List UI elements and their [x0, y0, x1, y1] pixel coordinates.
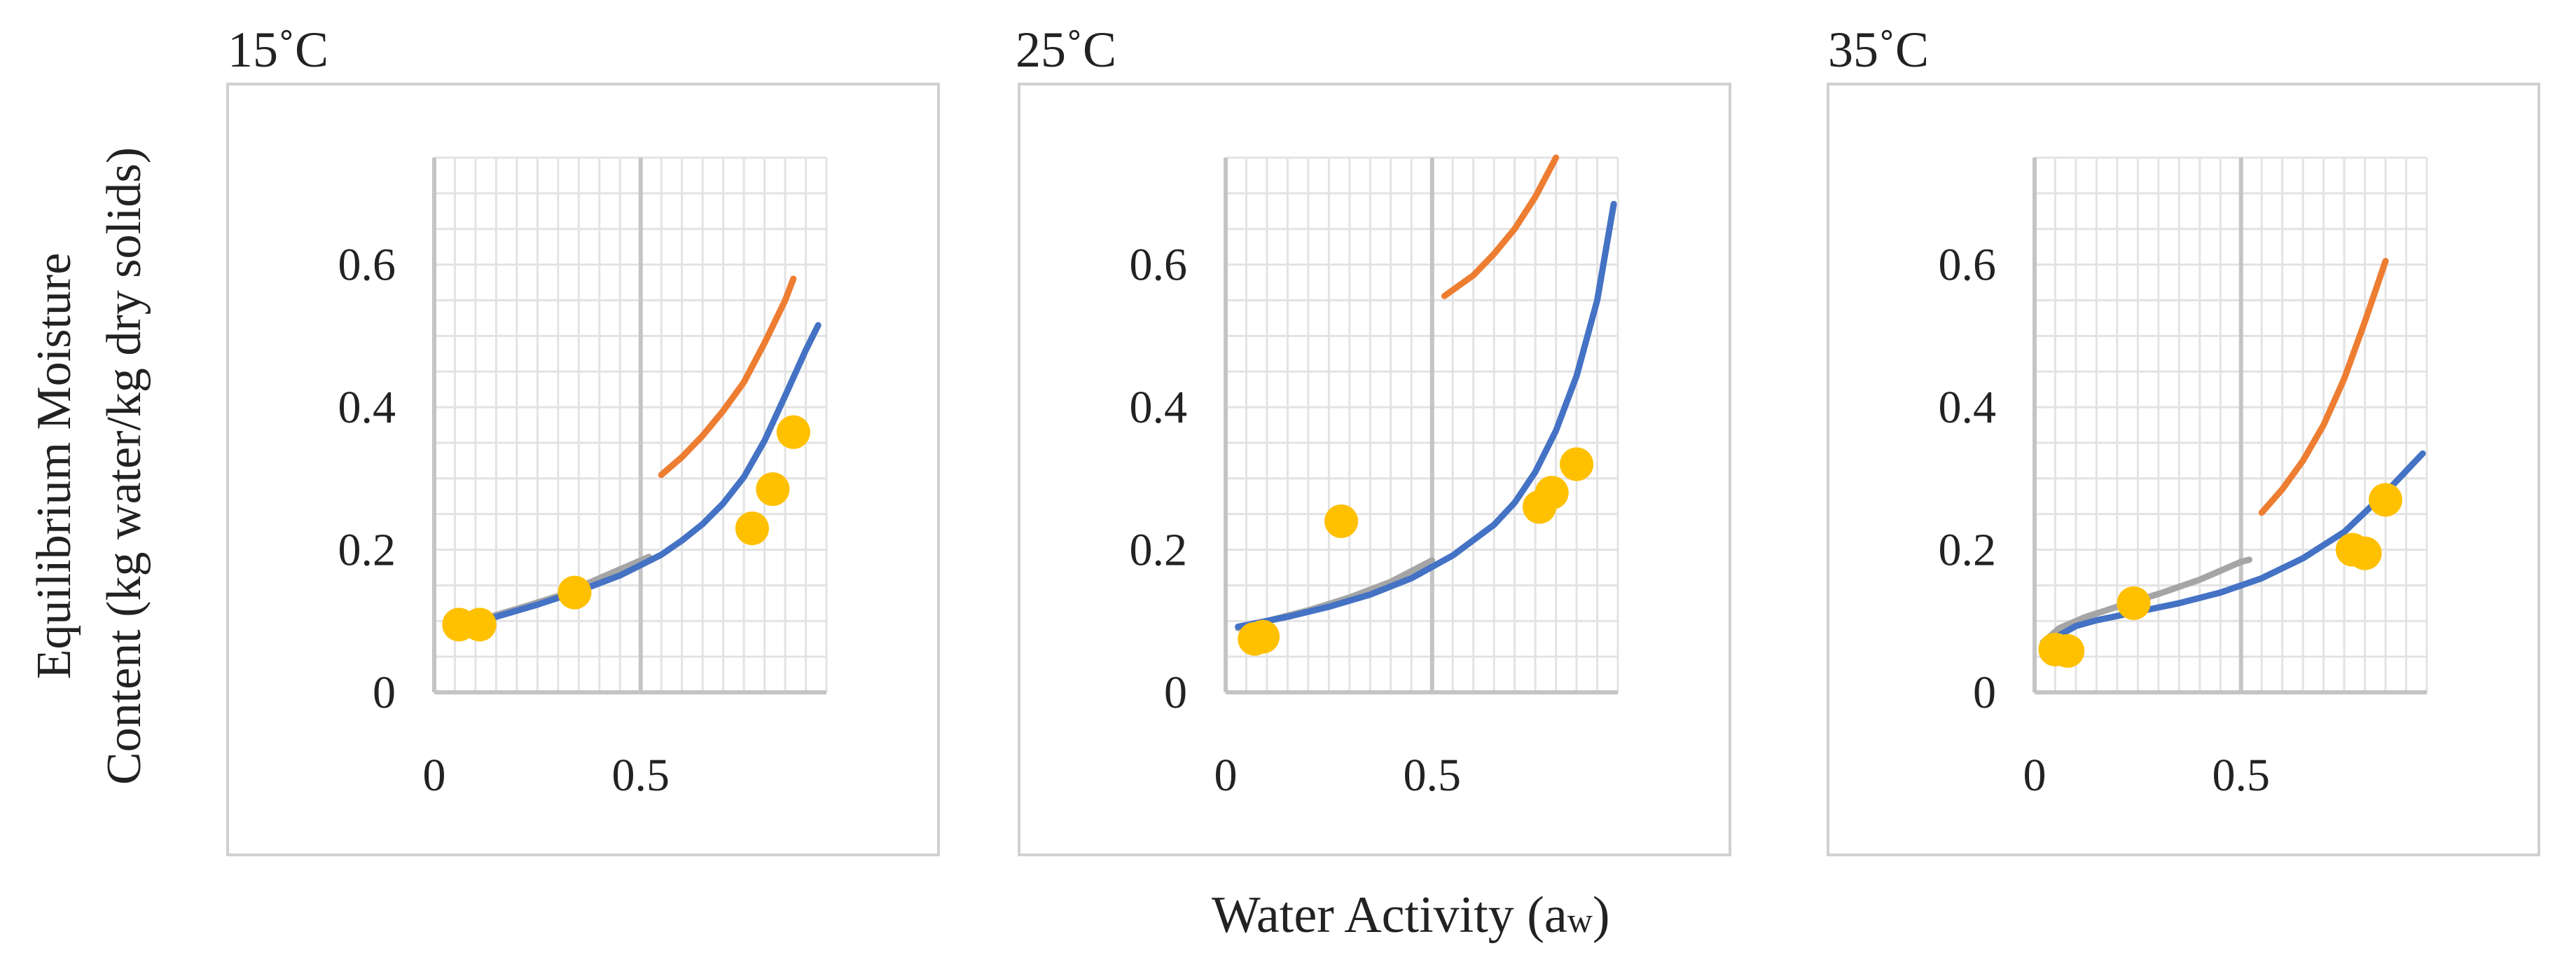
gridlines [2033, 156, 2428, 694]
data-point [1324, 504, 1359, 538]
data-point [2369, 483, 2403, 517]
panel-frame [1018, 83, 1731, 856]
x-axis-title: Water Activity (aw) [1212, 886, 1610, 944]
x-tick-label: 0 [423, 750, 446, 801]
y-axis-title-line1: Equilibrium Moisture [27, 253, 81, 680]
x-axis-title-main: Water Activity (a [1212, 886, 1567, 944]
data-point [776, 415, 810, 449]
y-tick-label: 0.2 [1130, 525, 1188, 576]
x-tick-label: 0.5 [2212, 750, 2270, 801]
panel-frame [226, 83, 940, 856]
y-tick-label: 0.2 [1939, 525, 1997, 576]
y-tick-label: 0.2 [338, 525, 396, 576]
x-tick-label: 0 [2023, 750, 2047, 801]
panel-15c: 15˚C 0 0.2 0.4 0.6 0 0.5 [226, 22, 940, 856]
gridlines [1224, 156, 1619, 694]
y-tick-label: 0.4 [338, 382, 396, 433]
y-axis-title-line2: Content (kg water/kg dry solids) [97, 147, 151, 785]
orange-model-curve [2258, 258, 2389, 516]
blue-model-curve [1235, 200, 1617, 630]
panel-35c: 35˚C 0 0.2 0.4 0.6 0 0.5 [1827, 22, 2540, 856]
y-tick-label: 0.4 [1939, 382, 1997, 433]
y-tick-label: 0 [373, 667, 396, 718]
data-point [1246, 619, 1280, 654]
y-axis-title: Equilibrium Moisture Content (kg water/k… [27, 147, 151, 785]
y-tick-label: 0 [1973, 667, 1996, 718]
data-point [2051, 633, 2085, 668]
data-point [1560, 447, 1594, 481]
data-point [735, 512, 769, 546]
panel-title: 25˚C [1016, 22, 1116, 78]
gridlines [432, 156, 828, 694]
x-tick-label: 0.5 [611, 750, 670, 801]
y-tick-label: 0.4 [1130, 382, 1188, 433]
y-tick-label: 0.6 [338, 240, 396, 291]
panel-title: 35˚C [1828, 22, 1929, 78]
y-tick-label: 0.6 [1939, 240, 1997, 291]
data-point [756, 472, 790, 507]
data-point [2348, 536, 2382, 570]
blue-model-curve [2048, 450, 2426, 647]
blue-model-curve [452, 322, 822, 633]
x-tick-label: 0.5 [1403, 750, 1461, 801]
orange-model-curve [1441, 154, 1560, 299]
orange-model-curve [658, 275, 797, 479]
y-tick-label: 0.6 [1130, 240, 1188, 291]
panel-25c: 25˚C 0 0.2 0.4 0.6 0 0.5 [1016, 22, 1731, 856]
panel-title: 15˚C [228, 22, 328, 78]
data-point [462, 608, 497, 642]
data-point [558, 575, 592, 610]
y-tick-label: 0 [1164, 667, 1187, 718]
data-point [2117, 586, 2151, 620]
data-point [1535, 476, 1569, 510]
x-tick-label: 0 [1214, 750, 1238, 801]
panel-frame [1827, 83, 2540, 856]
x-axis-title-subscript: w [1567, 900, 1593, 940]
x-axis-title-close: ) [1593, 886, 1610, 944]
